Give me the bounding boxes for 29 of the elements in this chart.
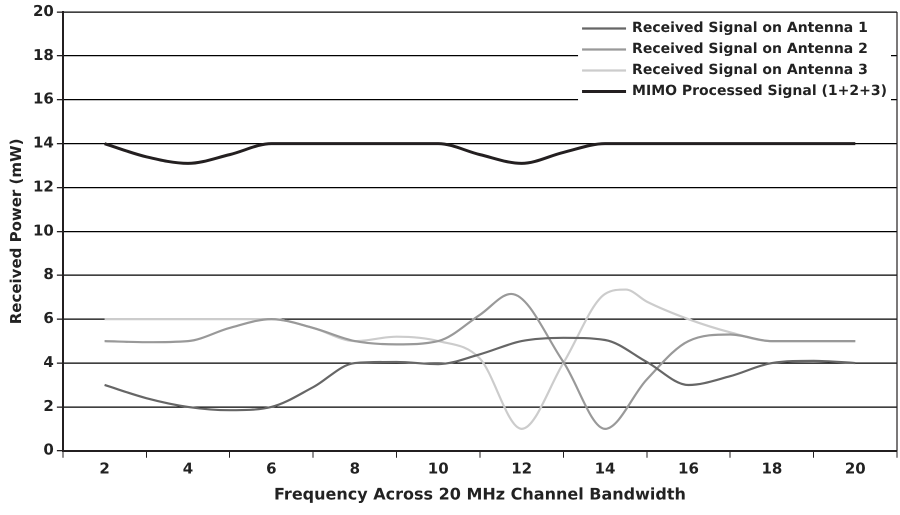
y-tick-label: 2	[43, 396, 54, 415]
x-tick-label: 20	[844, 460, 866, 478]
x-tick-label: 10	[428, 460, 449, 478]
y-tick-label: 8	[43, 265, 54, 284]
x-tick-label: 2	[99, 460, 110, 478]
y-tick-label: 6	[43, 309, 54, 328]
line-series	[103, 336, 856, 412]
y-tick-label: 10	[33, 221, 54, 240]
legend-label: MIMO Processed Signal (1+2+3)	[632, 83, 887, 100]
x-tick-label: 4	[182, 460, 194, 478]
x-tick-label: 18	[761, 460, 782, 478]
y-tick-label: 4	[43, 352, 54, 371]
x-tick-label: 8	[350, 460, 360, 478]
x-tick-label: 6	[266, 460, 277, 478]
y-tick-label: 12	[33, 177, 54, 196]
y-tick-label: 16	[33, 90, 54, 108]
legend-label: Received Signal on Antenna 2	[632, 41, 868, 58]
legend-label: Received Signal on Antenna 1	[632, 20, 868, 36]
x-tick-label: 14	[594, 460, 616, 478]
x-axis-title: Frequency Across 20 MHz Channel Bandwidth	[274, 484, 686, 504]
x-tick-label: 12	[511, 460, 532, 478]
legend-label: Received Signal on Antenna 3	[632, 62, 868, 78]
y-axis-title: Received Power (mW)	[6, 138, 25, 324]
line-series	[103, 142, 857, 165]
y-tick-label: 0	[43, 440, 54, 459]
y-tick-label: 14	[33, 134, 54, 152]
y-tick-label: 20	[33, 2, 54, 20]
y-tick-label: 18	[33, 46, 54, 64]
x-tick-label: 16	[678, 460, 699, 478]
